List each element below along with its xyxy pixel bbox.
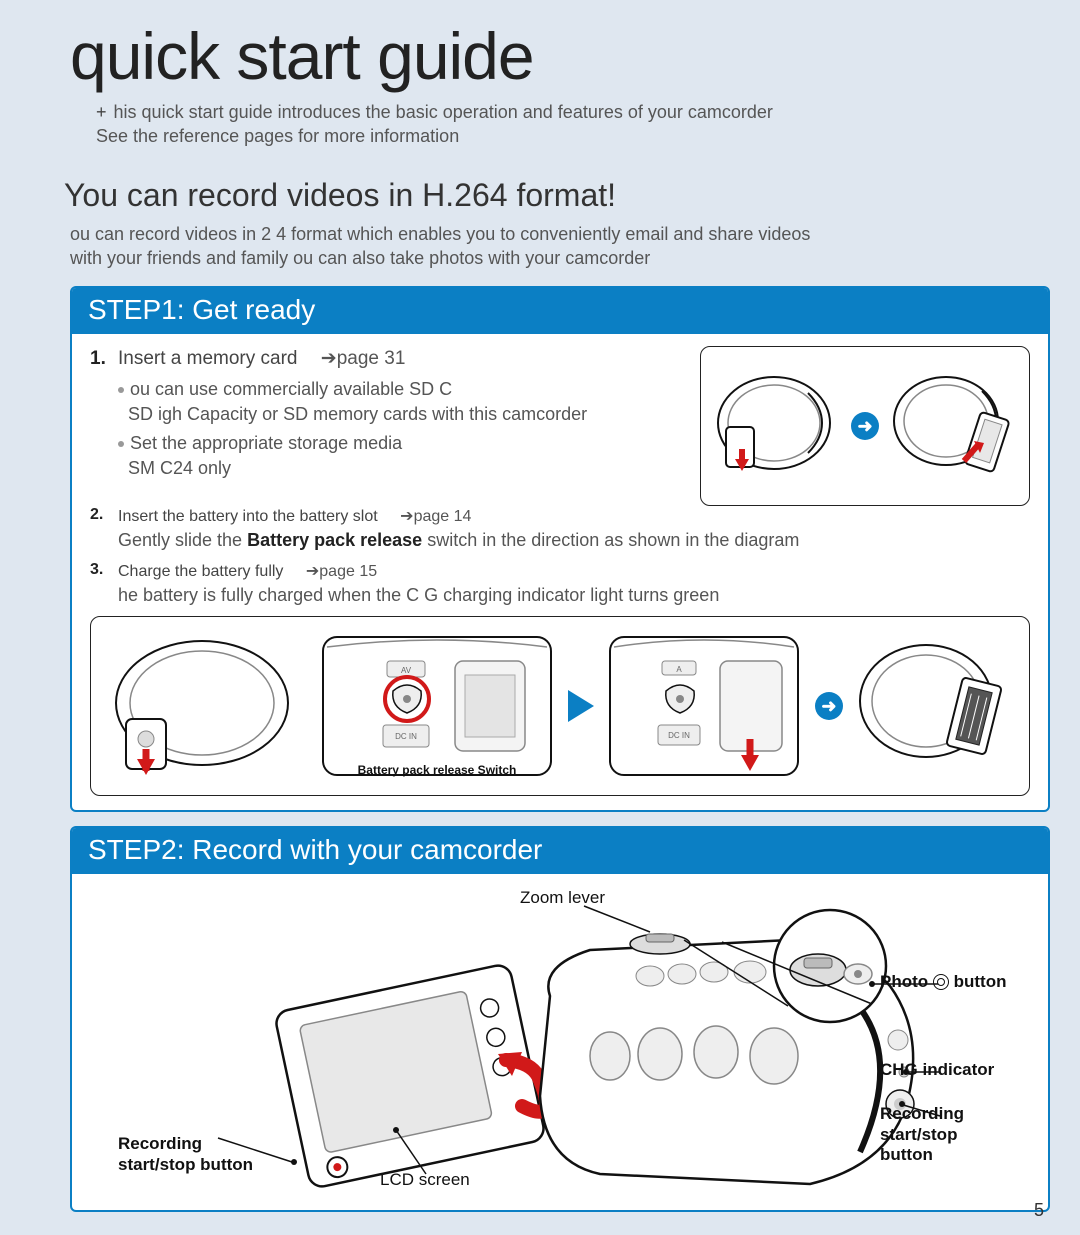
step1-item-1: Insert a memory card ➔page 31 ou can use… xyxy=(90,346,686,481)
camcorder-battery-in-icon xyxy=(854,631,1014,781)
rec-left-label: Recording start/stop button xyxy=(118,1134,253,1175)
step1-item-1-sub3: Set the appropriate storage media xyxy=(130,433,402,453)
camcorder-side-a-icon xyxy=(106,631,306,781)
plus-icon: + xyxy=(96,102,107,122)
photo-post: button xyxy=(949,972,1007,991)
page-title: quick start guide xyxy=(70,18,1050,94)
step2-header: STEP2: Record with your camcorder xyxy=(72,828,1048,874)
lcd-screen-label: LCD screen xyxy=(380,1170,470,1190)
subintro-line1: ou can record videos in 2 4 format which… xyxy=(70,224,810,244)
rec-left-l2: start/stop button xyxy=(118,1155,253,1174)
step1-item-1-sub2: SD igh Capacity or SD memory cards with … xyxy=(128,404,587,424)
intro-block: + his quick start guide introduces the b… xyxy=(96,100,1050,149)
step1-item-1-lead: Insert a memory card xyxy=(118,348,298,369)
svg-text:AV: AV xyxy=(401,666,412,675)
battery-pack-release-label: Battery pack release Switch xyxy=(358,763,517,777)
step1-item-1-sub1: ou can use commercially available SD C xyxy=(130,379,452,399)
subintro: ou can record videos in 2 4 format which… xyxy=(70,222,1050,271)
step1-item-2: Insert the battery into the battery slot… xyxy=(90,506,1030,551)
page-number: 5 xyxy=(1034,1200,1044,1221)
rec-left-l1: Recording xyxy=(118,1134,202,1153)
camcorder-overview-diagram: Zoom lever Photo button CHG indicator Re… xyxy=(90,886,1030,1196)
step1-item-2-desc-bold: Battery pack release xyxy=(247,530,422,550)
step1-item-2-desc-pre: Gently slide the xyxy=(118,530,247,550)
intro-line1: his quick start guide introduces the bas… xyxy=(114,102,773,122)
battery-diagram: AV DC IN Battery pack release Switch xyxy=(90,616,1030,796)
chg-indicator-label: CHG indicator xyxy=(880,1060,994,1080)
sequence-arrow-icon-2: ➜ xyxy=(815,692,843,720)
step1-item-2-pageref: page 14 xyxy=(414,508,472,525)
memory-card-diagram: ➜ xyxy=(700,346,1030,506)
camcorder-port-b-icon: A DC IN xyxy=(604,631,804,781)
intro-line2: See the reference pages for more informa… xyxy=(96,126,459,146)
step1-item-3-lead: Charge the battery fully xyxy=(118,563,283,580)
step1-item-1-sub4: SM C24 only xyxy=(128,458,231,478)
camcorder-port-icon: AV DC IN xyxy=(317,631,557,781)
step1-item-3-desc: he battery is fully charged when the C G… xyxy=(118,585,1030,606)
camcorder-closed-icon xyxy=(712,371,842,481)
photo-button-label: Photo button xyxy=(880,972,1006,992)
step1-item-2-lead: Insert the battery into the battery slot xyxy=(118,508,378,525)
rec-right-label: Recording start/stop button xyxy=(880,1104,1030,1165)
step1-item-3: Charge the battery fully ➔page 15 he bat… xyxy=(90,561,1030,606)
subhead: You can record videos in H.264 format! xyxy=(64,177,1050,214)
svg-text:DC IN: DC IN xyxy=(395,732,417,741)
rec-right-l1: Recording start/stop xyxy=(880,1104,964,1143)
subintro-line2: with your friends and family ou can also… xyxy=(70,248,650,268)
zoom-lever-label: Zoom lever xyxy=(520,888,605,908)
step1-header: STEP1: Get ready xyxy=(72,288,1048,334)
svg-text:A: A xyxy=(677,665,683,674)
rec-right-l2: button xyxy=(880,1145,933,1164)
photo-pre: Photo xyxy=(880,972,933,991)
step1-item-2-desc-post: switch in the direction as shown in the … xyxy=(422,530,799,550)
svg-text:DC IN: DC IN xyxy=(668,731,690,740)
camcorder-open-icon xyxy=(888,371,1018,481)
step2-box: STEP2: Record with your camcorder xyxy=(70,826,1050,1212)
step1-item-1-pageref: page 31 xyxy=(337,348,406,369)
step1-item-3-pageref: page 15 xyxy=(319,563,377,580)
sequence-arrow-icon: ➜ xyxy=(851,412,879,440)
step1-box: STEP1: Get ready Insert a memory card ➔p… xyxy=(70,286,1050,812)
sequence-triangle-icon xyxy=(568,690,594,722)
